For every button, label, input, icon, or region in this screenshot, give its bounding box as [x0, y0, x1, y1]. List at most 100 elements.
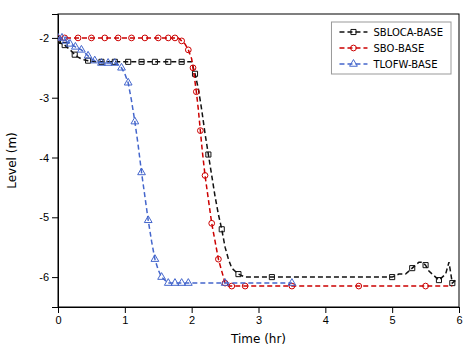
legend: SBLOCA-BASE SBO-BASE TLOFW-BASE: [331, 22, 451, 74]
legend-label: SBO-BASE: [373, 43, 424, 54]
marker: [242, 283, 248, 289]
marker: [131, 117, 139, 124]
tick-mark: [52, 158, 58, 159]
tick-label: 1: [122, 314, 128, 326]
marker: [190, 65, 196, 71]
marker: [84, 51, 92, 58]
marker: [356, 283, 362, 289]
tick: 4: [323, 307, 329, 326]
marker: [269, 275, 274, 280]
tick-mark: [52, 38, 58, 39]
marker: [436, 278, 441, 283]
plot-frame: [58, 14, 459, 307]
tick-label: 6: [456, 314, 462, 326]
legend-marker: [351, 45, 357, 51]
tick-label: -4: [39, 152, 49, 164]
tick-label: -3: [39, 92, 49, 104]
tick-label: -2: [39, 32, 49, 44]
axis-line: [59, 308, 460, 314]
tick: -5: [39, 211, 58, 223]
tick-label: -5: [39, 211, 49, 223]
marker: [155, 35, 161, 41]
marker: [219, 227, 224, 232]
marker: [288, 279, 296, 286]
marker: [118, 63, 126, 70]
tick: -4: [39, 152, 58, 164]
marker-group: [58, 38, 455, 285]
marker: [138, 168, 146, 175]
y-axis: -6 -5 -4 -3 -2: [39, 15, 58, 308]
tick: -2: [39, 32, 58, 44]
marker: [78, 45, 86, 52]
marker: [86, 58, 91, 63]
tick-label: 3: [256, 314, 262, 326]
marker: [206, 152, 211, 157]
marker: [166, 59, 171, 64]
marker: [216, 256, 222, 262]
y-axis-title: Level (m): [5, 132, 19, 189]
legend-swatch: [339, 47, 367, 49]
tick: 0: [55, 307, 61, 326]
tick: 2: [189, 307, 195, 326]
marker: [229, 283, 235, 289]
marker: [158, 273, 166, 280]
marker: [423, 283, 429, 289]
marker: [236, 272, 241, 277]
tick: 3: [256, 307, 262, 326]
tick: 1: [122, 307, 128, 326]
legend-swatch: [339, 31, 367, 33]
marker: [165, 35, 171, 41]
legend-marker: [351, 29, 356, 34]
marker: [152, 59, 157, 64]
marker-group: [58, 33, 296, 285]
x-axis-title: Time (hr): [230, 332, 286, 346]
chart: 0 1 2 3 4 5 6 -6 -5 -4 -3 -2 SBLOCA-BASE SBO-BASE TLOF…: [0, 0, 475, 353]
tick-mark: [125, 307, 126, 313]
marker: [410, 266, 415, 271]
marker: [104, 59, 112, 66]
tick-mark: [459, 307, 460, 313]
tick-mark: [52, 217, 58, 218]
legend-label: SBLOCA-BASE: [373, 27, 443, 38]
marker: [179, 38, 185, 44]
legend-label: TLOFW-BASE: [372, 59, 437, 70]
marker: [221, 279, 229, 286]
legend-marker: [350, 60, 358, 67]
marker: [139, 59, 144, 64]
marker: [202, 173, 208, 179]
plot: 0 1 2 3 4 5 6 -6 -5 -4 -3 -2 SBLOCA-BASE SBO-BASE TLOF…: [39, 14, 462, 326]
marker: [179, 59, 184, 64]
marker: [129, 35, 135, 41]
marker: [185, 47, 191, 53]
marker: [72, 42, 80, 49]
marker: [178, 279, 186, 286]
tick-label: -6: [39, 271, 49, 283]
marker: [144, 216, 152, 223]
tick: -3: [39, 92, 58, 104]
marker: [172, 35, 178, 41]
marker: [102, 35, 108, 41]
tick-mark: [259, 307, 260, 313]
marker: [171, 279, 179, 286]
tick: -6: [39, 271, 58, 283]
series-line: [58, 38, 292, 283]
legend-box: [331, 22, 451, 74]
marker: [151, 255, 159, 262]
marker: [209, 220, 215, 226]
marker: [91, 56, 99, 63]
tick-mark: [52, 277, 58, 278]
marker: [72, 52, 77, 57]
marker: [98, 59, 106, 66]
marker: [115, 35, 121, 41]
marker: [75, 35, 81, 41]
marker: [126, 59, 131, 64]
tick-mark: [192, 307, 193, 313]
tick: 5: [390, 307, 396, 326]
marker: [124, 78, 132, 85]
marker: [289, 283, 295, 289]
tick-label: 4: [323, 314, 329, 326]
tick: 6: [456, 307, 462, 326]
marker: [89, 35, 95, 41]
marker: [423, 263, 428, 268]
axis-line: [52, 15, 59, 308]
